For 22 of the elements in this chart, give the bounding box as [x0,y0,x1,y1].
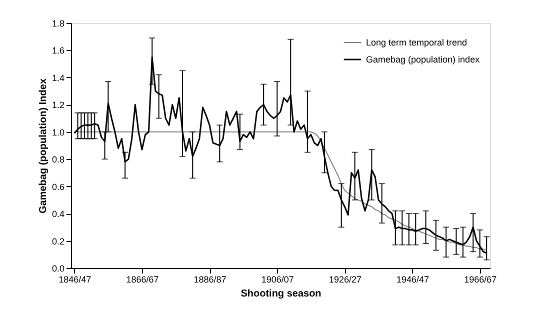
y-tick-label: 0.6 [52,182,64,192]
y-tick-label: 1.8 [52,18,64,28]
y-tick-label: 0.0 [52,264,64,274]
y-tick-label: 0.2 [52,236,64,246]
y-tick-label: 1.6 [52,46,64,56]
y-tick-label: 0.8 [52,154,64,165]
x-tick-label: 1946/47 [396,274,430,284]
y-axis-title: Gamebag (population) Index [38,78,49,214]
x-axis-title: Shooting season [240,288,322,300]
x-tick-label: 1906/07 [261,274,294,284]
x-tick-label: 1886/87 [194,274,226,284]
legend-label: Long term temporal trend [366,38,468,48]
x-tick-label: 1866/67 [126,274,159,284]
x-tick-label: 1966/67 [464,274,497,284]
line-series [74,131,488,251]
x-tick-label: 1846/47 [58,274,92,284]
y-tick-label: 1.4 [52,72,64,83]
x-tick-label: 1926/27 [328,274,362,284]
y-tick-label: 1.2 [52,100,64,110]
y-tick-label: 0.4 [52,209,64,220]
legend-label: Gamebag (population) index [366,54,480,64]
y-tick-label: 1.0 [52,127,64,138]
